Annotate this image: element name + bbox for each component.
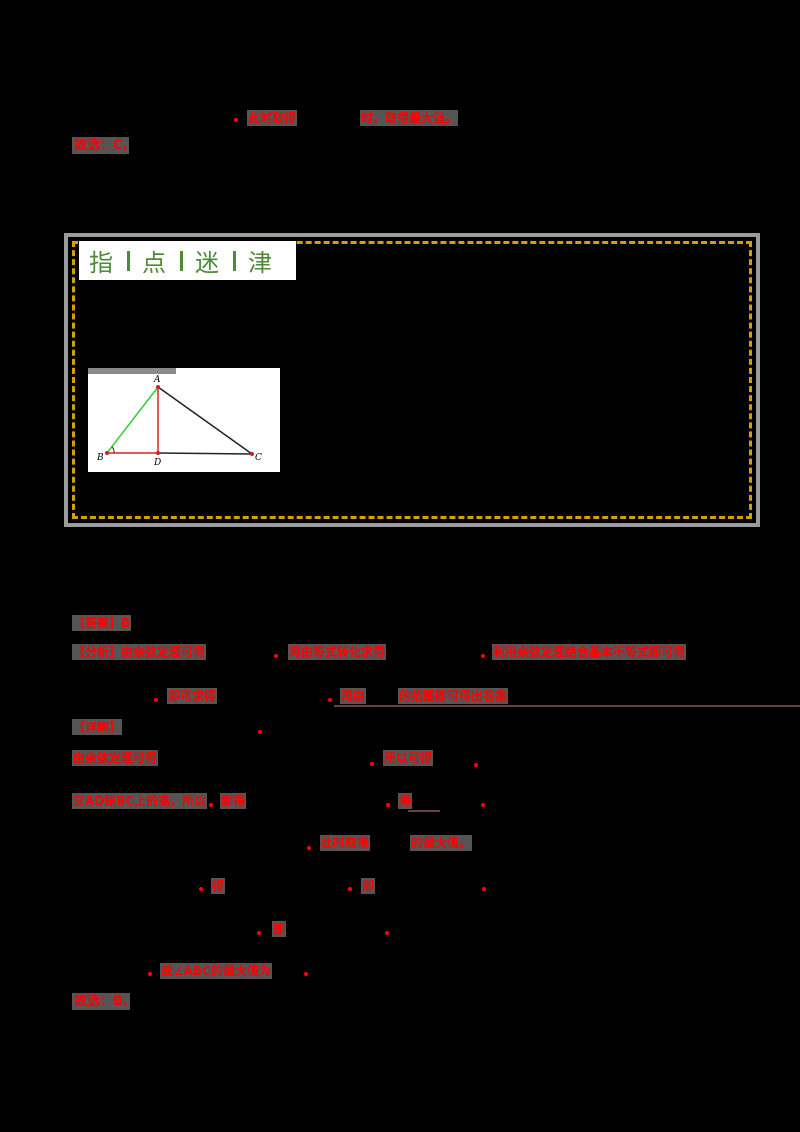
punct-dot [482,887,486,891]
final-answer: 故选：B. [72,993,130,1010]
text-fragment: 由余弦定理可得 [72,750,159,766]
text-fragment: 又AD是BC上的高，所以 [72,793,208,809]
punct-dot [234,118,238,122]
text-fragment: 的范围即可得出答案 [398,688,509,704]
punct-dot [154,698,158,702]
text-fragment: 再由 [340,688,367,704]
text-fragment: 利用余弦定理结合基本不等式即可得 [492,644,687,660]
fraction-line [408,810,440,812]
punct-dot [385,931,389,935]
separator [233,250,236,271]
text-fragment: 由余弦定理可得 [121,645,206,659]
tip-box-dashed-border [72,241,752,519]
title-char: 点 [142,249,168,277]
text-fragment: 时，取得最大值。 [360,110,459,126]
separator [180,250,183,271]
text-fragment: 得 [398,793,413,809]
punct-dot [304,972,308,976]
text-fragment: 此时取得 [320,835,371,851]
punct-dot [328,698,332,702]
tip-box-title: 指 点 迷 津 [79,241,296,280]
text-fragment: 即可求得 [167,688,218,704]
label-D: D [153,458,161,468]
answer-line: 故选：C. [72,137,130,154]
analysis-label: 【分析】由余弦定理可得 [72,644,207,660]
punct-dot [258,730,262,734]
triangle-figure: A B D C [88,368,280,472]
punct-dot [474,763,478,767]
punct-dot [209,803,213,807]
punct-dot [274,654,278,658]
punct-dot [257,931,261,935]
analysis-label-text: 【分析】 [73,645,122,659]
title-char: 指 [89,249,115,277]
separator [127,250,130,271]
triangle-diagram: A B D C [96,375,262,468]
title-char: 津 [248,249,274,277]
punct-dot [307,846,311,850]
text-fragment: 再由等式转化求得 [288,644,387,660]
divider-line [334,705,800,707]
text-fragment: 即得 [220,793,247,809]
punct-dot [348,887,352,891]
text-fragment: 得 [211,878,226,894]
label-C: C [255,453,262,463]
answer-header: 【答案】B [72,615,132,631]
text-fragment: 此时取得 [247,110,298,126]
punct-dot [148,972,152,976]
label-A: A [153,375,161,385]
text-fragment: 即 [272,921,287,937]
figure-caption-bar [88,368,176,374]
text-fragment: 即 [361,878,376,894]
punct-dot [370,762,374,766]
punct-dot [481,654,485,658]
label-B: B [96,453,104,463]
detail-label: 【详解】 [72,719,123,735]
title-char: 迷 [195,249,221,277]
text-fragment: 的最大值。 [410,835,473,851]
punct-dot [199,887,203,891]
punct-dot [481,803,485,807]
text-fragment: 所以可得 [383,750,434,766]
punct-dot [386,803,390,807]
text-fragment: 故∠ABC的最大值为 [160,963,272,979]
